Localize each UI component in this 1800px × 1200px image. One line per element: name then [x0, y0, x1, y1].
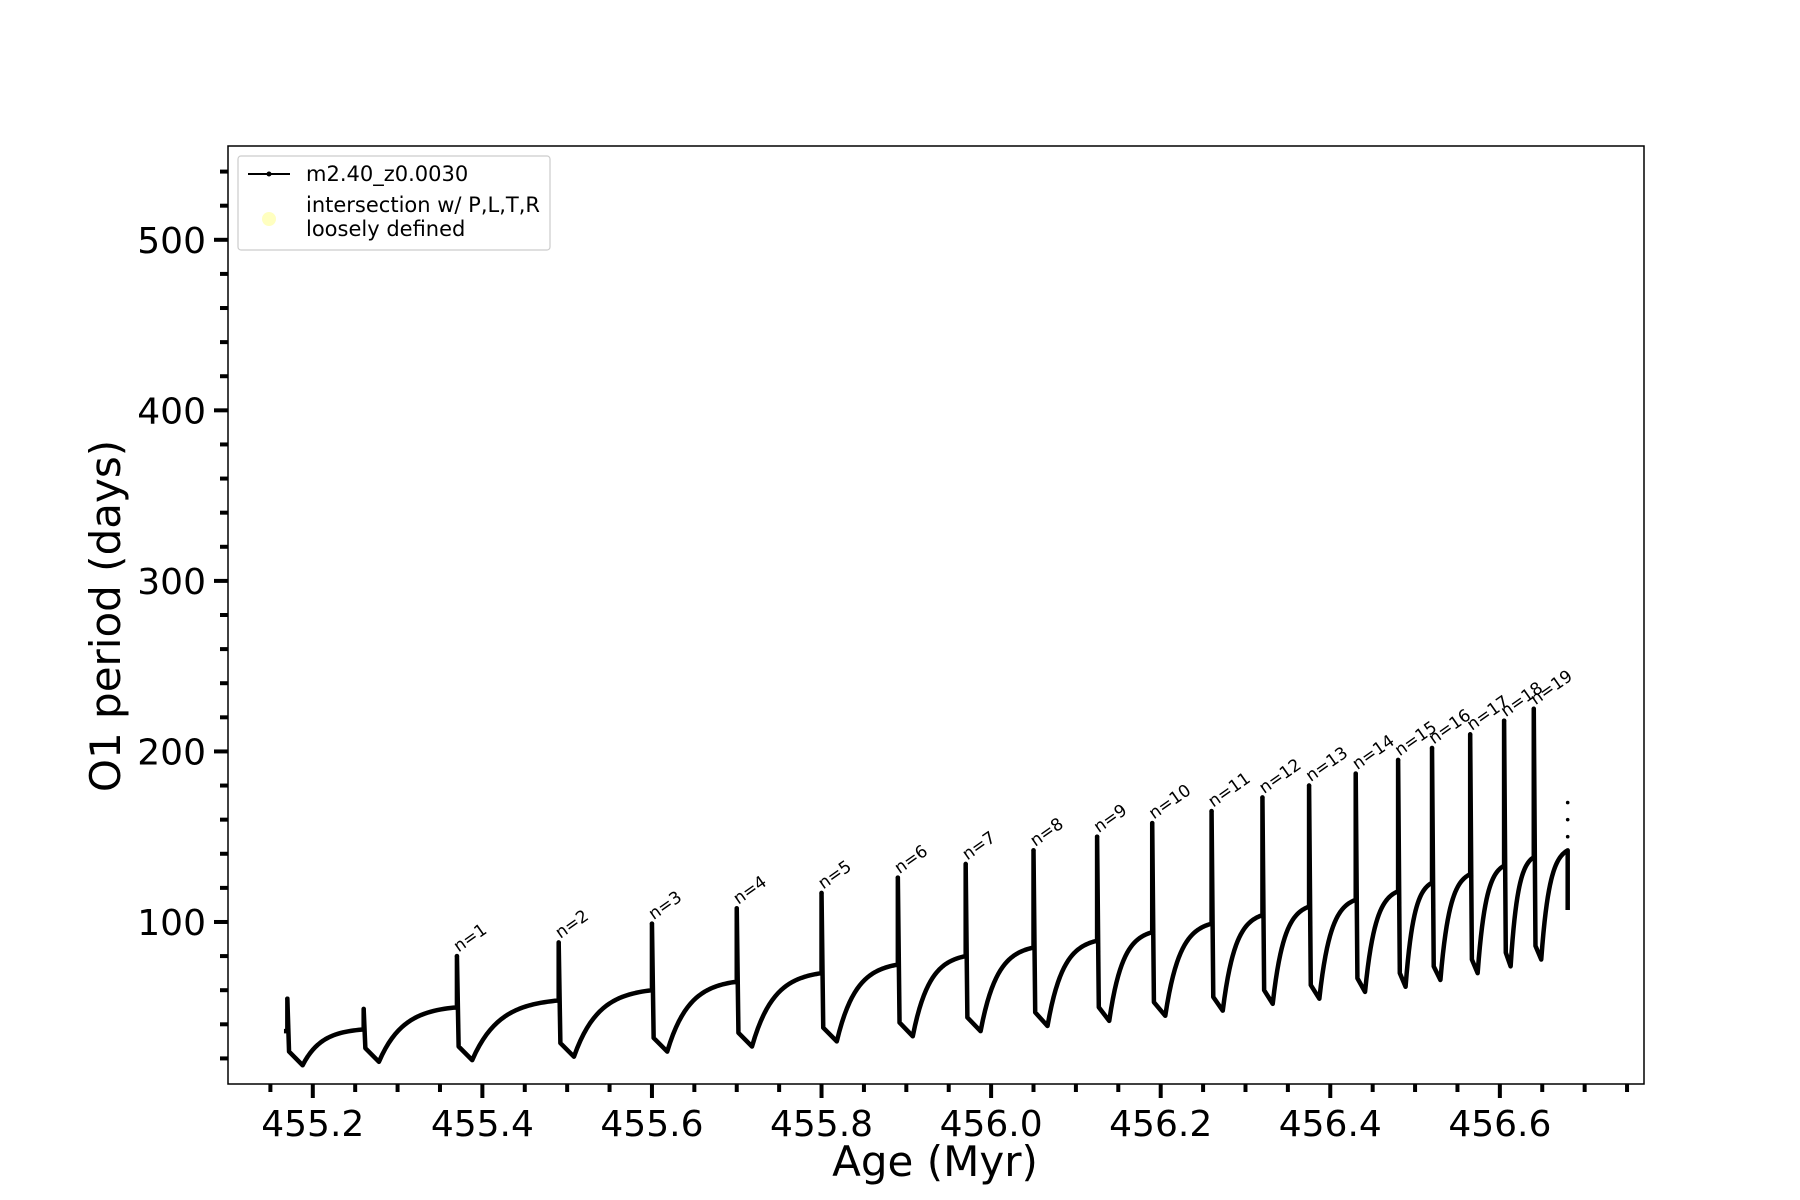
spike-point [556, 940, 561, 945]
spike-point [454, 953, 460, 959]
pulse-label: n=3 [645, 887, 686, 924]
spike-point [963, 861, 968, 867]
legend-box [237, 155, 551, 251]
pulse-label: n=12 [1256, 755, 1306, 798]
pulse-label: n=11 [1205, 769, 1255, 812]
spike-point [1031, 848, 1036, 853]
annotations-layer: n=1 n=2n=3 n=4 n=5 n=6 n=7 n=8 n=9 n=10 n=11 n=12n… [450, 666, 1577, 956]
spike-point [1260, 795, 1265, 800]
pulse-label: n=13 [1302, 743, 1352, 786]
y-tick-label: 400 [137, 391, 206, 432]
spike-point [734, 906, 739, 911]
spike-point [649, 921, 655, 926]
spike-point [1429, 745, 1435, 751]
pulse-label: n=16 [1425, 706, 1475, 749]
spike-point [1531, 706, 1536, 711]
legend-label-series: m2.40_z0.0030 [306, 162, 468, 187]
end-point [1565, 817, 1570, 822]
legend-label-intersection-line2: loosely defined [306, 217, 465, 241]
y-tick-label: 200 [137, 732, 206, 773]
y-tick-label: 500 [137, 221, 206, 262]
spike-point [1094, 834, 1100, 839]
spike-point [1353, 771, 1358, 776]
pulse-label: n=8 [1027, 814, 1068, 851]
x-tick-label: 456.0 [940, 1104, 1043, 1145]
x-tick-label: 455.2 [261, 1104, 364, 1145]
end-point [1565, 834, 1570, 839]
x-tick-label: 455.4 [431, 1104, 534, 1145]
pulse-label: n=2 [552, 906, 593, 943]
series-layer [283, 706, 1570, 1068]
x-tick-label: 455.6 [600, 1104, 703, 1145]
axis-ticks: 455.2 455.4 455.6 455.8 456.0 456.2 456.4 456.6… [137, 169, 1630, 1145]
pulse-label: n=9 [1090, 800, 1131, 837]
y-axis-title: O1 period (days) [81, 440, 130, 792]
x-tick-label: 456.4 [1279, 1104, 1382, 1145]
x-tick-label: 456.6 [1448, 1104, 1551, 1145]
spike-point [285, 996, 290, 1001]
y-tick-label: 100 [137, 903, 206, 944]
pulse-label: n=7 [959, 828, 1000, 865]
end-point [1565, 800, 1570, 805]
spike-point [1306, 783, 1312, 788]
spike-point [1395, 757, 1401, 763]
x-axis-title: Age (Myr) [832, 1137, 1038, 1186]
y-tick-label: 300 [137, 562, 206, 603]
spike-point [1501, 718, 1507, 723]
legend-marker-intersection [262, 212, 276, 226]
pulse-label: n=5 [815, 857, 856, 894]
spike-point [1209, 808, 1214, 814]
spike-point [361, 1006, 366, 1012]
pulse-label: n=6 [891, 841, 932, 878]
x-tick-label: 456.2 [1109, 1104, 1212, 1145]
series-line [283, 706, 1570, 1068]
legend: m2.40_z0.0030 intersection w/ P,L,T,R lo… [237, 155, 551, 251]
x-tick-label: 455.8 [770, 1104, 873, 1145]
pulse-label: n=4 [730, 872, 771, 909]
pulse-label: n=14 [1349, 731, 1399, 774]
pulse-label: n=10 [1145, 781, 1195, 824]
pulse-label: n=19 [1527, 666, 1577, 709]
spike-point [1150, 820, 1155, 826]
spike-point [1467, 732, 1473, 737]
pulse-label: n=1 [450, 920, 491, 957]
spike-point [819, 890, 824, 896]
legend-label-intersection-line1: intersection w/ P,L,T,R [306, 193, 540, 217]
spike-point [895, 875, 901, 880]
legend-marker-sample [266, 171, 272, 177]
